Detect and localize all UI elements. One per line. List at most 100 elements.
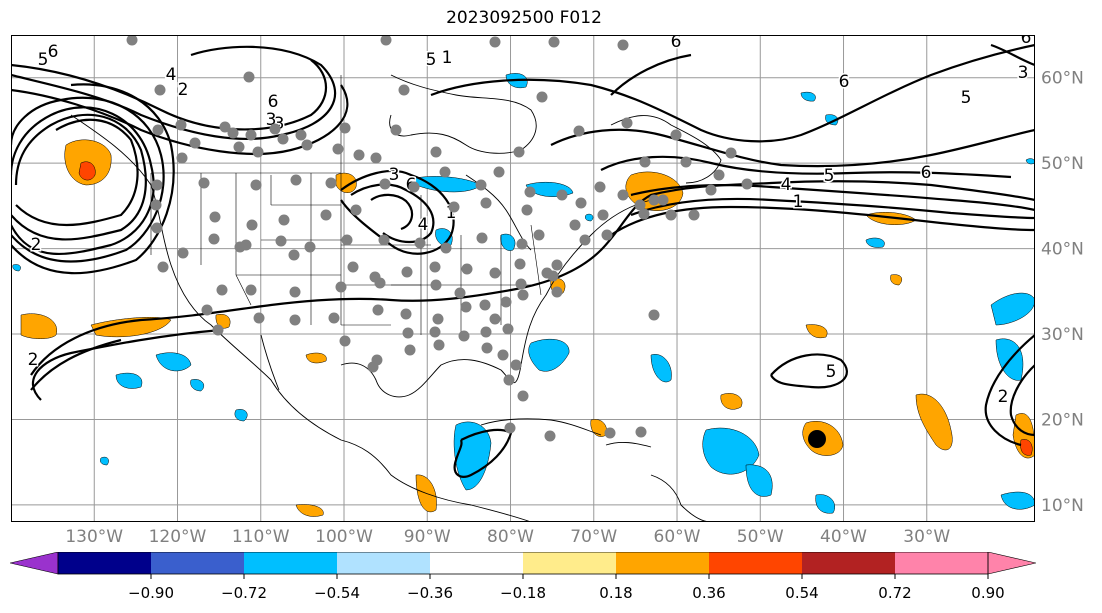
- station-marker: [400, 308, 412, 320]
- coastline-path: [650, 474, 712, 522]
- station-marker: [594, 181, 606, 193]
- station-marker: [536, 91, 548, 103]
- station-marker: [402, 327, 414, 339]
- anomaly-patch: [584, 213, 594, 222]
- anomaly-patch: [805, 324, 828, 339]
- contour-line: [11, 84, 349, 155]
- station-marker: [430, 146, 442, 158]
- station-marker: [246, 219, 258, 231]
- contour-label: 5: [826, 362, 837, 382]
- station-marker: [414, 237, 426, 249]
- lon-tick-label: 120°W: [149, 527, 207, 547]
- station-marker: [601, 229, 613, 241]
- station-marker: [725, 147, 737, 159]
- station-marker: [401, 266, 413, 278]
- contour-line: [984, 334, 1035, 447]
- anomaly-patch: [865, 237, 885, 248]
- lat-tick-label: 60°N: [1041, 69, 1084, 89]
- station-marker: [408, 181, 420, 193]
- station-marker: [234, 241, 246, 253]
- station-marker: [216, 284, 228, 296]
- station-marker: [304, 241, 316, 253]
- station-marker: [398, 84, 410, 96]
- station-marker: [252, 146, 264, 158]
- contour-label: 3: [1018, 63, 1029, 83]
- station-marker: [378, 234, 390, 246]
- station-marker: [212, 324, 224, 336]
- station-marker: [551, 286, 563, 298]
- anomaly-patch: [990, 292, 1035, 326]
- anomaly-patch: [1000, 491, 1035, 510]
- station-marker: [367, 361, 379, 373]
- contour-label: 1: [793, 192, 804, 212]
- station-marker: [432, 313, 444, 325]
- station-marker: [513, 146, 525, 158]
- station-marker: [277, 133, 289, 145]
- station-marker: [479, 299, 491, 311]
- colorbar-tick-label: −0.54: [314, 584, 360, 602]
- station-marker: [454, 287, 466, 299]
- station-marker: [289, 314, 301, 326]
- station-marker: [515, 278, 527, 290]
- station-marker: [533, 229, 545, 241]
- station-marker: [219, 121, 231, 133]
- contour-line: [11, 59, 327, 131]
- anomaly-patch: [20, 313, 57, 339]
- lat-tick-label: 50°N: [1041, 154, 1084, 174]
- contour-line: [610, 205, 1035, 236]
- station-marker: [339, 335, 351, 347]
- lon-tick-label: 90°W: [404, 527, 451, 547]
- lat-tick-label: 20°N: [1041, 410, 1084, 430]
- station-marker: [370, 152, 382, 164]
- station-marker: [126, 35, 138, 46]
- station-marker: [289, 286, 301, 298]
- station-marker: [175, 119, 187, 131]
- station-marker: [429, 326, 441, 338]
- contour-line: [630, 183, 1035, 212]
- station-marker: [489, 313, 501, 325]
- colorbar: [10, 552, 1036, 575]
- station-marker: [493, 166, 505, 178]
- coastline-path: [340, 199, 652, 398]
- colorbar-tick-label: 0.18: [599, 584, 632, 602]
- station-marker: [604, 427, 616, 439]
- station-marker: [353, 149, 365, 161]
- anomaly-patch: [1025, 158, 1035, 165]
- station-marker: [201, 304, 213, 316]
- colorbar-segment: [430, 552, 523, 574]
- anomaly-patch: [815, 494, 835, 514]
- station-marker: [621, 117, 633, 129]
- contour-line: [1009, 364, 1035, 437]
- station-marker: [189, 137, 201, 149]
- anomaly-patch: [890, 274, 902, 286]
- station-marker: [476, 232, 488, 244]
- station-marker: [278, 214, 290, 226]
- lat-tick-label: 10°N: [1041, 496, 1084, 516]
- map-frame: [11, 35, 1035, 522]
- coastline-path: [605, 441, 652, 448]
- station-marker: [243, 71, 255, 83]
- colorbar-segment: [337, 552, 430, 574]
- station-marker: [429, 261, 441, 273]
- station-marker: [404, 344, 416, 356]
- colorbar-tick-label: 0.72: [878, 584, 911, 602]
- contour-line: [11, 113, 147, 241]
- station-marker: [713, 169, 725, 181]
- station-marker: [269, 123, 281, 135]
- station-marker: [579, 234, 591, 246]
- station-marker: [504, 422, 516, 434]
- station-marker: [328, 312, 340, 324]
- station-marker: [245, 284, 257, 296]
- contour-label: 6: [839, 72, 850, 92]
- station-marker: [461, 263, 473, 275]
- contour-line: [550, 128, 1035, 168]
- contour-label: 3: [389, 165, 400, 185]
- station-marker: [250, 179, 262, 191]
- station-marker: [440, 242, 452, 254]
- contour-label: 5: [961, 88, 972, 108]
- lon-tick-label: 80°W: [487, 527, 534, 547]
- station-marker: [657, 194, 669, 206]
- station-marker: [503, 374, 515, 386]
- station-marker: [569, 219, 581, 231]
- contour-line: [15, 118, 139, 226]
